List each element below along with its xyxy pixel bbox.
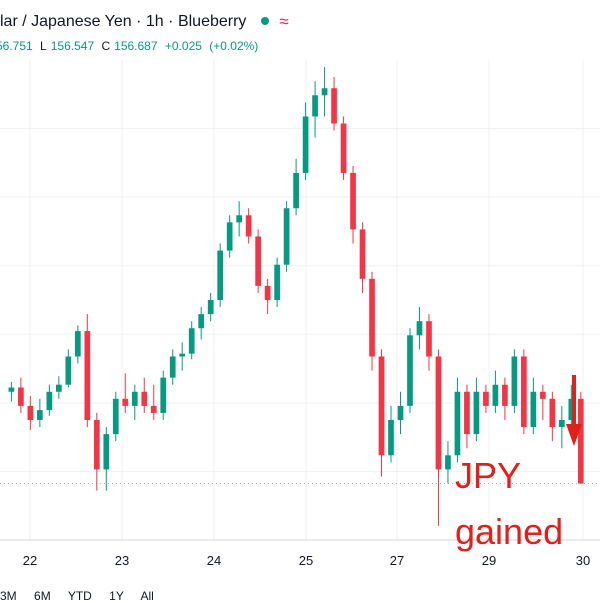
range-button[interactable]: 1Y [109,589,124,603]
candle-body [236,215,243,223]
candle-body [464,391,470,435]
candle-body [217,250,224,300]
x-tick-label: 25 [298,553,314,568]
x-tick-label: 23 [114,553,130,568]
candle-body [483,391,489,406]
x-tick-label: 27 [389,553,405,568]
range-selector: 3M 6M YTD 1Y All [0,589,168,603]
broker-label: Blueberry [177,13,247,31]
candle-body [27,405,34,420]
annotation-line1: JPY [455,455,522,496]
candle-body [340,123,347,173]
candle-body [283,208,290,265]
candle-body [226,222,233,251]
candle-body [350,172,356,230]
candle-body [568,398,575,420]
range-button[interactable]: 6M [34,589,51,603]
candle-body [454,391,461,456]
close-label: C [101,39,111,53]
candle-body [179,353,186,357]
x-tick-label: 22 [22,553,38,568]
candle-body [426,321,432,357]
live-dot-icon [260,17,269,25]
down-arrow-head [566,424,582,446]
candle-body [416,321,423,336]
range-button[interactable]: 3M [0,589,17,603]
candle-body [188,328,195,354]
candle-body [160,377,167,413]
candle-body [141,391,148,406]
annotation-line2: gained [455,511,564,552]
candle-body [112,398,119,435]
candle-body [18,387,24,406]
candle-body [312,95,318,117]
candle-body [492,384,499,406]
candle-body [74,331,81,357]
candle-body [530,391,537,428]
candle-body [369,278,375,357]
candle-body [435,356,442,470]
low-label: L [40,39,47,53]
symbol-name: lar / Japanese Yen [0,13,132,31]
candle-body [8,387,15,392]
chart-header: lar / Japanese Yen · 1h · Blueberry ≈ 56… [0,0,600,60]
candle-body [293,172,299,209]
candle-body [103,434,110,470]
candle-body [55,384,62,392]
candle-body [502,384,508,406]
candle-body [37,410,43,420]
candle-body [407,335,413,406]
candle-body [207,300,214,315]
candle-body [321,88,328,96]
candle-body [198,314,205,329]
open-value: 56.751 [0,39,33,53]
low-value: 156.547 [50,39,95,53]
candle-body [521,356,527,428]
candle-body [473,391,480,435]
candle-body [131,391,138,406]
candle-body [577,398,584,484]
candle-body [388,420,394,456]
symbol-title[interactable]: lar / Japanese Yen · 1h · Blueberry ≈ [0,12,289,31]
candle-body [378,356,385,456]
candle-body [302,116,309,173]
candle-body [255,236,261,286]
candle-body [150,405,157,413]
candle-body [331,88,337,124]
candle-body [169,356,176,378]
candle-body [264,285,271,300]
change-pct-value: (+0.02%) [209,39,259,53]
candle-body [397,405,404,420]
candle-body [511,356,518,406]
x-tick-label: 24 [206,553,222,568]
candle-body [445,455,451,470]
range-button[interactable]: All [140,589,154,603]
candle-body [558,420,565,428]
candle-body [122,398,129,406]
timeframe-label: 1h [145,13,164,31]
candle-body [65,356,72,385]
range-button[interactable]: YTD [67,589,92,603]
candle-body [359,229,366,279]
candle-body [549,398,556,428]
x-tick-label: 30 [575,553,591,568]
close-value: 156.687 [114,39,158,53]
change-value: +0.025 [164,39,202,53]
candle-body [46,391,53,411]
x-tick-label: 29 [481,553,497,568]
candle-body [93,420,100,470]
candle-body [84,331,91,420]
candle-body [540,391,546,399]
candle-body [245,215,252,237]
candle-body [274,264,280,300]
wave-icon[interactable]: ≈ [279,12,289,31]
